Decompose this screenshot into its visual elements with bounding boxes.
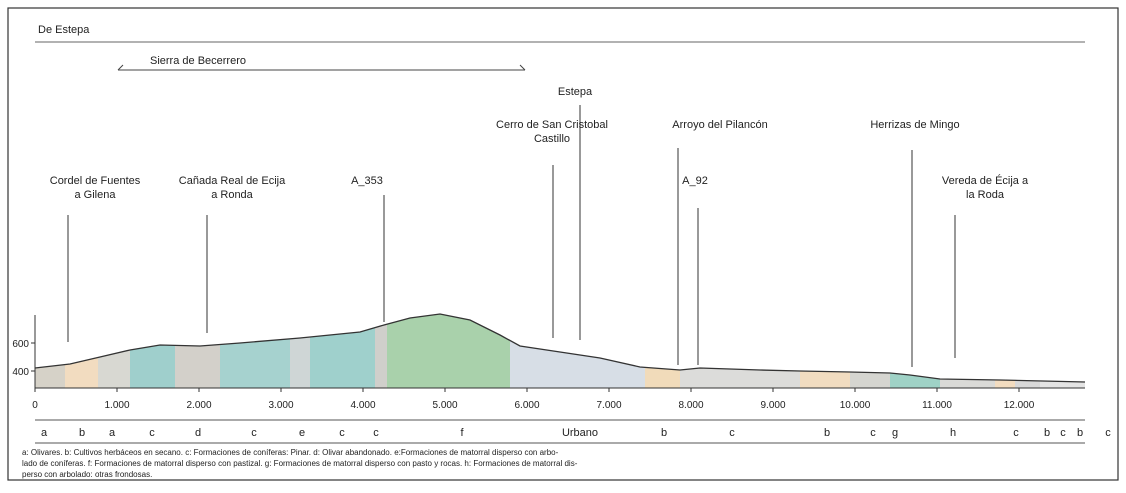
y-tick-label: 400: [12, 367, 29, 378]
x-tick-label: 5.000: [432, 400, 457, 411]
y-tick-label: 600: [12, 339, 29, 350]
segment-label: b: [661, 427, 667, 439]
segment-label: a: [41, 427, 48, 439]
place-label: A_92: [682, 175, 708, 187]
legend-line: lado de coníferas. f: Formaciones de mat…: [22, 459, 578, 468]
x-tick-label: 8.000: [678, 400, 703, 411]
frame: [7, 7, 1119, 481]
place-label: la Roda: [966, 189, 1005, 201]
x-tick-label: 6.000: [514, 400, 539, 411]
segment-label: b: [824, 427, 830, 439]
segment-label: e: [299, 427, 305, 439]
title: De Estepa: [38, 24, 90, 36]
segment-label: b: [79, 427, 85, 439]
range-ends: [117, 64, 526, 71]
segment-label: c: [149, 427, 155, 439]
segment-label: Urbano: [562, 427, 598, 439]
place-label: a Gilena: [75, 189, 117, 201]
segment-label: f: [460, 427, 464, 439]
segment-label: c: [1105, 427, 1111, 439]
segment-label: c: [729, 427, 735, 439]
x-tick-label: 11.000: [922, 400, 952, 411]
segment-label: c: [870, 427, 876, 439]
terrain: [35, 314, 1085, 388]
segment-label: c: [339, 427, 345, 439]
x-tick-label: 3.000: [268, 400, 293, 411]
segment-label: h: [950, 427, 956, 439]
segment-label: b: [1044, 427, 1050, 439]
segment-label: b: [1077, 427, 1083, 439]
x-tick-label: 9.000: [760, 400, 785, 411]
place-label: Arroyo del Pilancón: [672, 119, 767, 131]
place-label: a Ronda: [211, 189, 253, 201]
x-tick-label: 7.000: [596, 400, 621, 411]
segment-label: c: [373, 427, 379, 439]
segment-label: g: [892, 427, 898, 439]
x-tick-label: 0: [32, 400, 38, 411]
x-tick-label: 10.000: [840, 400, 871, 411]
segment-label: c: [1013, 427, 1019, 439]
place-label: Cañada Real de Ecija: [179, 175, 286, 187]
x-tick-label: 2.000: [186, 400, 211, 411]
place-label: A_353: [351, 175, 383, 187]
segment-label: a: [109, 427, 116, 439]
x-tick-label: 12.000: [1004, 400, 1035, 411]
terrain-outline: [34, 313, 1086, 383]
place-label: Vereda de Écija a: [942, 174, 1029, 187]
legend-line: perso con arbolado: otras frondosas.: [22, 470, 152, 479]
place-label: Estepa: [558, 86, 593, 98]
legend-line: a: Olivares. b: Cultivos herbáceos en se…: [22, 448, 559, 457]
place-label: Cerro de San Cristobal: [496, 119, 608, 131]
place-label: Herrizas de Mingo: [870, 119, 959, 131]
x-tick-label: 1.000: [104, 400, 129, 411]
segment-label: c: [251, 427, 257, 439]
range-label: Sierra de Becerrero: [150, 55, 246, 67]
segment-label: c: [1060, 427, 1066, 439]
place-label: Castillo: [534, 133, 570, 145]
x-tick-label: 4.000: [350, 400, 375, 411]
segment-label: d: [195, 427, 201, 439]
place-label: Cordel de Fuentes: [50, 175, 141, 187]
